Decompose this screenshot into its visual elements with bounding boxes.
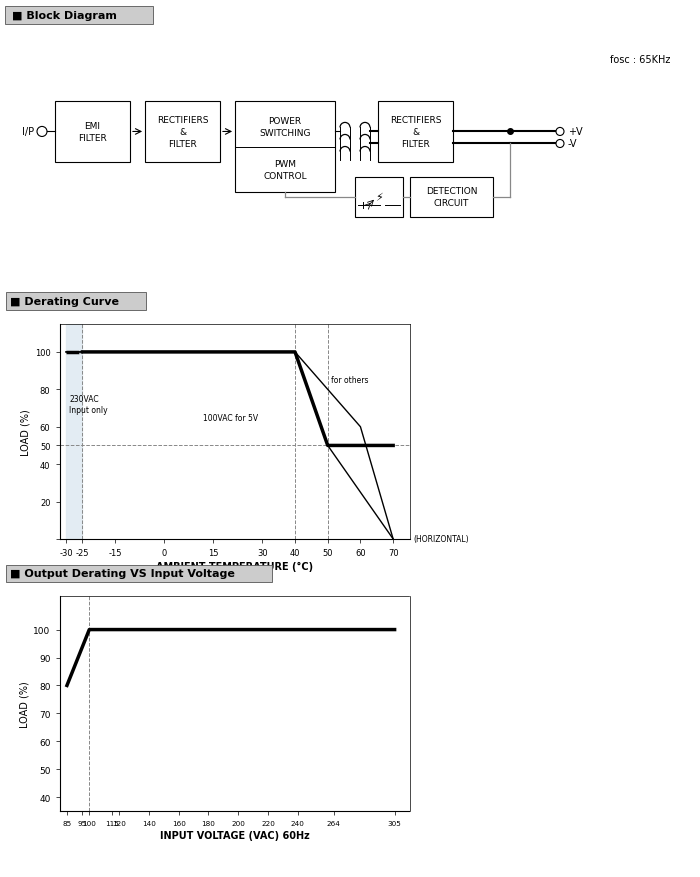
- Text: RECTIFIERS
&
FILTER: RECTIFIERS & FILTER: [157, 116, 209, 148]
- Text: ■ Derating Curve: ■ Derating Curve: [10, 296, 120, 306]
- Bar: [378, 103, 453, 162]
- Text: for others: for others: [331, 376, 368, 385]
- Text: (HORIZONTAL): (HORIZONTAL): [413, 535, 468, 544]
- Text: -V: -V: [568, 139, 578, 149]
- Text: fosc : 65KHz: fosc : 65KHz: [610, 55, 670, 65]
- Text: 230VAC
Input only: 230VAC Input only: [69, 395, 108, 415]
- Bar: [6, 565, 272, 582]
- Bar: [235, 103, 335, 192]
- Y-axis label: LOAD (%): LOAD (%): [19, 681, 29, 727]
- X-axis label: INPUT VOLTAGE (VAC) 60Hz: INPUT VOLTAGE (VAC) 60Hz: [160, 831, 309, 840]
- Text: 100VAC for 5V: 100VAC for 5V: [204, 413, 258, 423]
- Bar: [66, 324, 83, 539]
- Text: +V: +V: [568, 127, 582, 138]
- Text: I/P: I/P: [22, 127, 34, 138]
- Text: ⚡: ⚡: [375, 192, 383, 203]
- Bar: [145, 103, 220, 162]
- Bar: [355, 177, 403, 217]
- Bar: [410, 177, 493, 217]
- Bar: [6, 293, 146, 310]
- Text: ■ Block Diagram: ■ Block Diagram: [12, 11, 117, 21]
- Text: RECTIFIERS
&
FILTER: RECTIFIERS & FILTER: [390, 116, 441, 148]
- X-axis label: AMBIENT TEMPERATURE (°C): AMBIENT TEMPERATURE (°C): [156, 561, 313, 572]
- Text: POWER
SWITCHING: POWER SWITCHING: [259, 117, 311, 138]
- Text: DETECTION
CIRCUIT: DETECTION CIRCUIT: [426, 187, 477, 208]
- Bar: [5, 7, 153, 25]
- Bar: [55, 103, 130, 162]
- Y-axis label: LOAD (%): LOAD (%): [20, 409, 31, 455]
- Text: ■ Output Derating VS Input Voltage: ■ Output Derating VS Input Voltage: [10, 568, 235, 578]
- Text: PWM
CONTROL: PWM CONTROL: [263, 160, 307, 181]
- Text: EMI
FILTER: EMI FILTER: [78, 122, 107, 143]
